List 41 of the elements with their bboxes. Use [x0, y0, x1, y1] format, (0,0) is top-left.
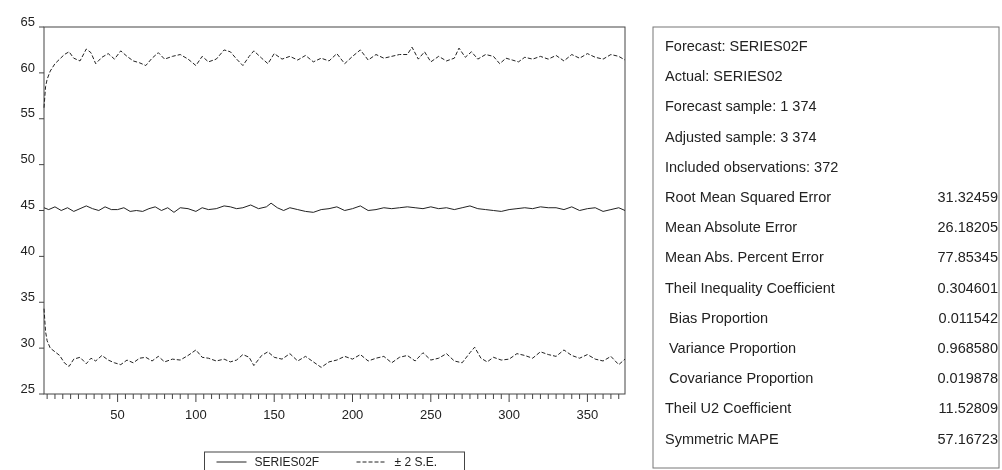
x-tick-label: 250	[419, 407, 442, 422]
category-label: Actual: SERIES02	[665, 68, 783, 85]
category-label: Adjusted sample: 3 374	[665, 128, 817, 145]
y-tick-label: 50	[20, 151, 35, 167]
y-tick-label: 25	[20, 380, 35, 396]
x-tick-label: 100	[185, 407, 207, 422]
text: 57.16723	[937, 430, 998, 447]
x-tick-label: 150	[263, 407, 286, 422]
legend-label: ± 2 S.E.	[394, 455, 438, 469]
x-tick-label: 350	[576, 407, 599, 422]
category-label: Mean Abs. Percent Error	[665, 249, 824, 266]
category-label: Theil Inequality Coefficient	[665, 279, 835, 296]
category-label: Root Mean Squared Error	[665, 189, 832, 205]
legend-label: SERIES02F	[254, 455, 320, 469]
y-tick-label: 40	[20, 243, 35, 259]
text: 31.32459	[937, 189, 998, 205]
category-label: Bias Proportion	[665, 309, 769, 326]
category-label: Theil U2 Coefficient	[665, 400, 792, 417]
text: 11.52809	[938, 400, 998, 417]
text: 0.019878	[937, 370, 998, 387]
category-label: Symmetric MAPE	[665, 430, 779, 447]
x-tick-label: 300	[498, 407, 520, 422]
y-tick-label: 45	[20, 197, 35, 213]
x-tick-label: 50	[110, 407, 125, 422]
category-label: Forecast: SERIES02F	[665, 38, 808, 54]
category-label: Included observations: 372	[665, 158, 839, 175]
category-label: Covariance Proportion	[665, 370, 814, 387]
y-tick-label: 65	[20, 13, 35, 29]
y-tick-label: 35	[20, 288, 35, 304]
text: 0.011542	[938, 309, 998, 326]
text: 0.304601	[937, 279, 998, 296]
y-tick-label: 60	[20, 59, 35, 75]
category-label: Variance Proportion	[665, 340, 797, 356]
y-tick-label: 55	[20, 105, 35, 121]
category-label: Forecast sample: 1 374	[665, 98, 817, 115]
text: 26.18205	[937, 219, 998, 236]
category-label: Mean Absolute Error	[665, 219, 798, 236]
y-tick-label: 30	[20, 334, 35, 350]
x-tick-label: 200	[341, 407, 364, 422]
text: 0.968580	[937, 340, 998, 356]
text: 77.85345	[937, 249, 998, 266]
